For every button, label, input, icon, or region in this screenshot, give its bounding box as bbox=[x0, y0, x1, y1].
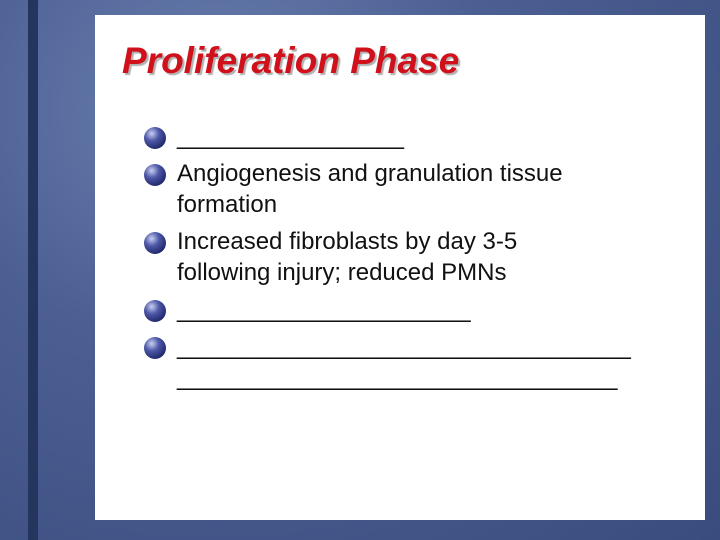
bullet-text: _________________________________ bbox=[177, 364, 618, 391]
bullet-text: following injury; reduced PMNs bbox=[177, 259, 507, 286]
bullet-icon bbox=[144, 337, 166, 359]
slide-title: Proliferation Phase bbox=[122, 40, 460, 81]
content-panel bbox=[95, 15, 705, 520]
bullet-icon bbox=[144, 164, 166, 186]
stripe bbox=[28, 0, 38, 540]
bullet-icon bbox=[144, 300, 166, 322]
bullet-item: Angiogenesis and granulation tissue forma… bbox=[140, 158, 700, 220]
bullet-text: __________________________________ bbox=[177, 333, 631, 360]
bullet-text: ______________________ bbox=[177, 296, 471, 323]
bullet-item: _________________ bbox=[140, 121, 700, 152]
bullet-item: __________________________________ ______… bbox=[140, 331, 700, 393]
bullet-item: Increased fibroblasts by day 3-5 followin… bbox=[140, 226, 700, 288]
bullet-list: _________________ Angiogenesis and granul… bbox=[140, 121, 700, 393]
bullet-icon bbox=[144, 127, 166, 149]
bullet-item: ______________________ bbox=[140, 294, 700, 325]
bullet-text: _________________ bbox=[177, 123, 404, 150]
bullet-text: Angiogenesis and granulation tissue bbox=[177, 160, 563, 187]
bullet-icon bbox=[144, 232, 166, 254]
bullet-text: Increased fibroblasts by day 3-5 bbox=[177, 228, 518, 255]
bullet-text: formation bbox=[177, 191, 278, 218]
